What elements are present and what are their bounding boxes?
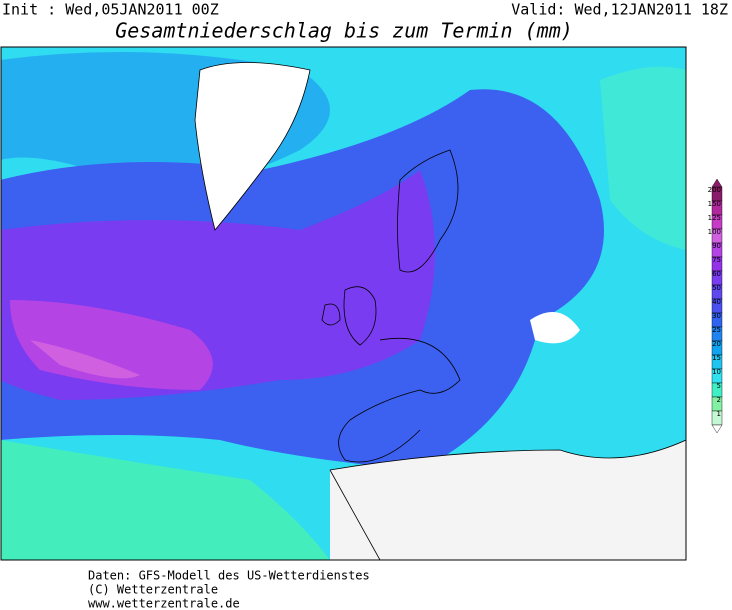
colorbar-tip xyxy=(711,178,723,188)
footer-line: Daten: GFS-Modell des US-Wetterdienstes xyxy=(88,569,370,583)
africa-land xyxy=(330,440,686,560)
map-title: Gesamtniederschlag bis zum Termin (mm) xyxy=(115,19,573,43)
europe-coast xyxy=(338,337,461,463)
africa-coast xyxy=(329,439,686,560)
britain xyxy=(343,286,377,346)
colorbar: 200 150 125 100 90 75 60 50 40 30 25 20 15 10 5 2 1 xyxy=(708,178,723,434)
colorbar-label: 15 xyxy=(712,354,721,362)
colorbar-label: 125 xyxy=(708,214,721,222)
colorbar-label: 30 xyxy=(712,312,721,320)
colorbar-label: 50 xyxy=(712,284,721,292)
colorbar-label: 200 xyxy=(708,186,721,194)
colorbar-label: 20 xyxy=(712,340,721,348)
field-max xyxy=(30,340,140,379)
field-south-west xyxy=(1,440,330,560)
colorbar-label: 25 xyxy=(712,326,721,334)
colorbar-label: 100 xyxy=(708,228,721,236)
colorbar-label: 10 xyxy=(712,368,721,376)
map-frame xyxy=(0,46,687,561)
colorbar-label: 1 xyxy=(717,410,721,418)
colorbar-label: 40 xyxy=(712,298,721,306)
footer-line: www.wetterzentrale.de xyxy=(88,597,240,610)
field-purple-core xyxy=(10,300,213,390)
colorbar-label: 60 xyxy=(712,270,721,278)
init-time: Init : Wed,05JAN2011 00Z xyxy=(2,1,219,19)
coastlines xyxy=(194,62,686,560)
colorbar-label: 5 xyxy=(717,382,721,390)
colorbar-tip xyxy=(711,424,723,434)
colorbar-label: 90 xyxy=(712,242,721,250)
precip-field xyxy=(1,47,686,560)
field-east xyxy=(600,66,686,251)
greenland xyxy=(195,62,310,230)
land-gap xyxy=(530,312,580,344)
colorbar-label: 75 xyxy=(712,256,721,264)
greenland-coast xyxy=(194,62,311,231)
scandinavia xyxy=(397,149,459,273)
colorbar-label: 2 xyxy=(717,396,721,404)
footer-line: (C) Wetterzentrale xyxy=(88,583,218,597)
ireland xyxy=(321,303,341,326)
colorbar-label: 150 xyxy=(708,200,721,208)
valid-time: Valid: Wed,12JAN2011 18Z xyxy=(511,1,728,19)
